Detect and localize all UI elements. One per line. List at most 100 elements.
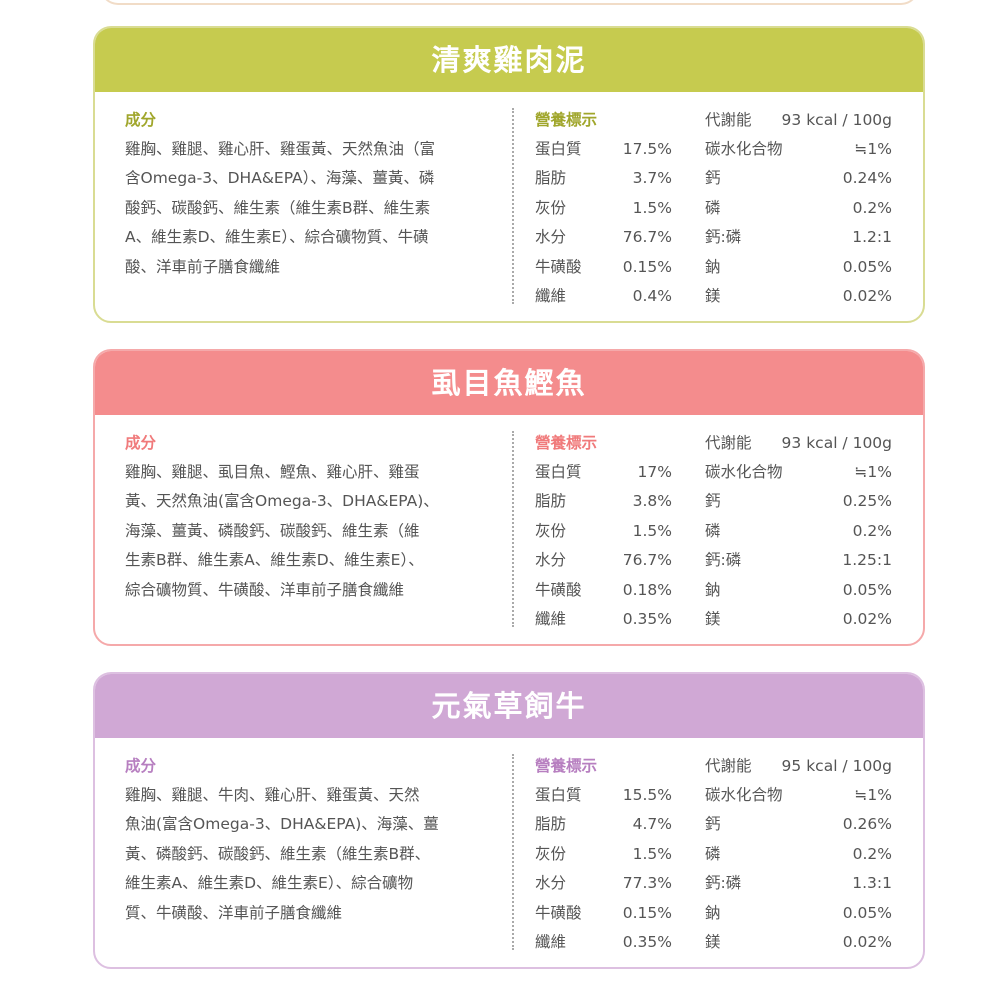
- nutrient-name: 鈣: [705, 815, 721, 834]
- nutrient-name: 纖維: [535, 610, 567, 628]
- previous-card-edge: [100, 0, 919, 5]
- nutrition-label: 營養標示: [535, 757, 598, 775]
- energy-value: 93 kcal / 100g: [781, 111, 892, 129]
- nutrient-name: 鈣:磷: [705, 874, 742, 893]
- nutrient-value: 77.3%: [622, 874, 672, 893]
- nutrient-value: 17%: [637, 463, 672, 481]
- nutrient-value: 0.15%: [622, 257, 672, 276]
- card-title: 清爽雞肉泥: [95, 28, 923, 92]
- nutrient-name: 脂肪: [535, 815, 567, 834]
- ingredients-line: 雞胸、雞腿、牛肉、雞心肝、雞蛋黃、天然: [125, 786, 420, 804]
- ingredients-line: 酸、洋車前子膳食纖維: [125, 257, 281, 276]
- nutrient-value: 0.02%: [842, 610, 892, 628]
- nutrient-value: 1.3:1: [852, 874, 892, 893]
- nutrient-name: 鈣:磷: [705, 228, 742, 247]
- nutrient-value: 17.5%: [622, 140, 672, 158]
- nutrient-value: 1.2:1: [852, 228, 892, 247]
- nutrition-label: 營養標示: [535, 111, 598, 129]
- nutrient-value: 4.7%: [632, 815, 672, 834]
- nutrient-value: 1.5%: [632, 521, 672, 540]
- nutrient-value: 1.5%: [632, 844, 672, 863]
- ingredients-line: 維生素A、維生素D、維生素E）、綜合礦物: [125, 874, 414, 893]
- nutrient-value: 1.5%: [632, 198, 672, 217]
- nutrient-name: 水分: [535, 228, 567, 247]
- nutrient-value: 0.35%: [622, 933, 672, 951]
- nutrition-label: 營養標示: [535, 434, 598, 452]
- card-title: 虱目魚鰹魚: [95, 351, 923, 415]
- energy-label: 代謝能: [705, 111, 752, 129]
- ingredients-label: 成分: [125, 757, 157, 775]
- ingredients-line: 生素B群、維生素A、維生素D、維生素E）、: [125, 551, 424, 570]
- nutrient-value: 0.18%: [622, 580, 672, 599]
- nutrient-value: 0.15%: [622, 903, 672, 922]
- nutrient-name: 灰份: [535, 198, 567, 217]
- nutrient-value: 0.25%: [842, 492, 892, 511]
- card-title: 元氣草飼牛: [95, 674, 923, 738]
- product-card: 元氣草飼牛成分雞胸、雞腿、牛肉、雞心肝、雞蛋黃、天然魚油(富含Omega-3、D…: [93, 672, 925, 969]
- nutrient-value: 0.05%: [842, 580, 892, 599]
- product-card: 虱目魚鰹魚成分雞胸、雞腿、虱目魚、鰹魚、雞心肝、雞蛋黃、天然魚油(富含Omega…: [93, 349, 925, 646]
- nutrient-value: 0.2%: [852, 521, 892, 540]
- nutrient-name: 鈣: [705, 169, 721, 188]
- energy-value: 95 kcal / 100g: [781, 757, 892, 775]
- nutrient-name: 碳水化合物: [705, 140, 783, 158]
- ingredients-line: 質、牛磺酸、洋車前子膳食纖維: [125, 903, 343, 922]
- nutrient-value: ≒1%: [854, 463, 892, 481]
- product-card: 清爽雞肉泥成分雞胸、雞腿、雞心肝、雞蛋黃、天然魚油（富 含Omega-3、DHA&…: [93, 26, 925, 323]
- nutrient-name: 碳水化合物: [705, 463, 783, 481]
- nutrient-name: 磷: [705, 521, 721, 540]
- divider: [512, 431, 514, 627]
- nutrient-value: 0.4%: [632, 287, 672, 305]
- nutrient-value: 3.7%: [632, 169, 672, 188]
- nutrient-value: 0.05%: [842, 257, 892, 276]
- divider: [512, 754, 514, 950]
- nutrient-name: 灰份: [535, 521, 567, 540]
- ingredients-label: 成分: [125, 111, 157, 129]
- nutrient-name: 鈉: [705, 580, 721, 599]
- nutrient-name: 鈉: [705, 257, 721, 276]
- nutrient-value: 76.7%: [622, 551, 672, 570]
- nutrient-name: 蛋白質: [535, 786, 582, 804]
- nutrient-value: 76.7%: [622, 228, 672, 247]
- ingredients-label: 成分: [125, 434, 157, 452]
- nutrient-name: 鈣:磷: [705, 551, 742, 570]
- nutrient-value: 0.02%: [842, 287, 892, 305]
- energy-label: 代謝能: [705, 434, 752, 452]
- ingredients-line: 黃、天然魚油(富含Omega-3、DHA&EPA)、: [125, 492, 439, 511]
- nutrient-name: 鈉: [705, 903, 721, 922]
- energy-value: 93 kcal / 100g: [781, 434, 892, 452]
- nutrient-value: 0.2%: [852, 844, 892, 863]
- nutrient-name: 蛋白質: [535, 463, 582, 481]
- nutrient-value: 1.25:1: [842, 551, 892, 570]
- ingredients-line: 黃、磷酸鈣、碳酸鈣、維生素（維生素B群、: [125, 844, 431, 863]
- ingredients-line: 雞胸、雞腿、雞心肝、雞蛋黃、天然魚油（富: [125, 140, 436, 158]
- nutrient-name: 鈣: [705, 492, 721, 511]
- ingredients-line: 魚油(富含Omega-3、DHA&EPA)、海藻、薑: [125, 815, 439, 834]
- nutrient-name: 水分: [535, 874, 567, 893]
- nutrient-value: 0.26%: [842, 815, 892, 834]
- nutrient-name: 鎂: [705, 933, 721, 951]
- nutrient-value: 3.8%: [632, 492, 672, 511]
- divider: [512, 108, 514, 304]
- nutrient-name: 碳水化合物: [705, 786, 783, 804]
- nutrient-name: 脂肪: [535, 169, 567, 188]
- ingredients-line: 雞胸、雞腿、虱目魚、鰹魚、雞心肝、雞蛋: [125, 463, 420, 481]
- ingredients-line: A、維生素D、維生素E）、綜合礦物質、牛磺: [125, 228, 429, 247]
- energy-label: 代謝能: [705, 757, 752, 775]
- nutrient-name: 纖維: [535, 933, 567, 951]
- nutrient-value: ≒1%: [854, 786, 892, 804]
- ingredients-line: 含Omega-3、DHA&EPA）、海藻、薑黃、磷: [125, 169, 435, 188]
- nutrient-name: 牛磺酸: [535, 257, 582, 276]
- nutrient-name: 鎂: [705, 610, 721, 628]
- nutrient-name: 鎂: [705, 287, 721, 305]
- nutrient-name: 磷: [705, 844, 721, 863]
- nutrient-name: 纖維: [535, 287, 567, 305]
- nutrient-value: 0.2%: [852, 198, 892, 217]
- ingredients-line: 綜合礦物質、牛磺酸、洋車前子膳食纖維: [125, 580, 405, 599]
- nutrient-name: 水分: [535, 551, 567, 570]
- nutrient-value: 0.05%: [842, 903, 892, 922]
- nutrient-name: 牛磺酸: [535, 580, 582, 599]
- nutrient-name: 磷: [705, 198, 721, 217]
- nutrient-value: 0.35%: [622, 610, 672, 628]
- nutrient-name: 灰份: [535, 844, 567, 863]
